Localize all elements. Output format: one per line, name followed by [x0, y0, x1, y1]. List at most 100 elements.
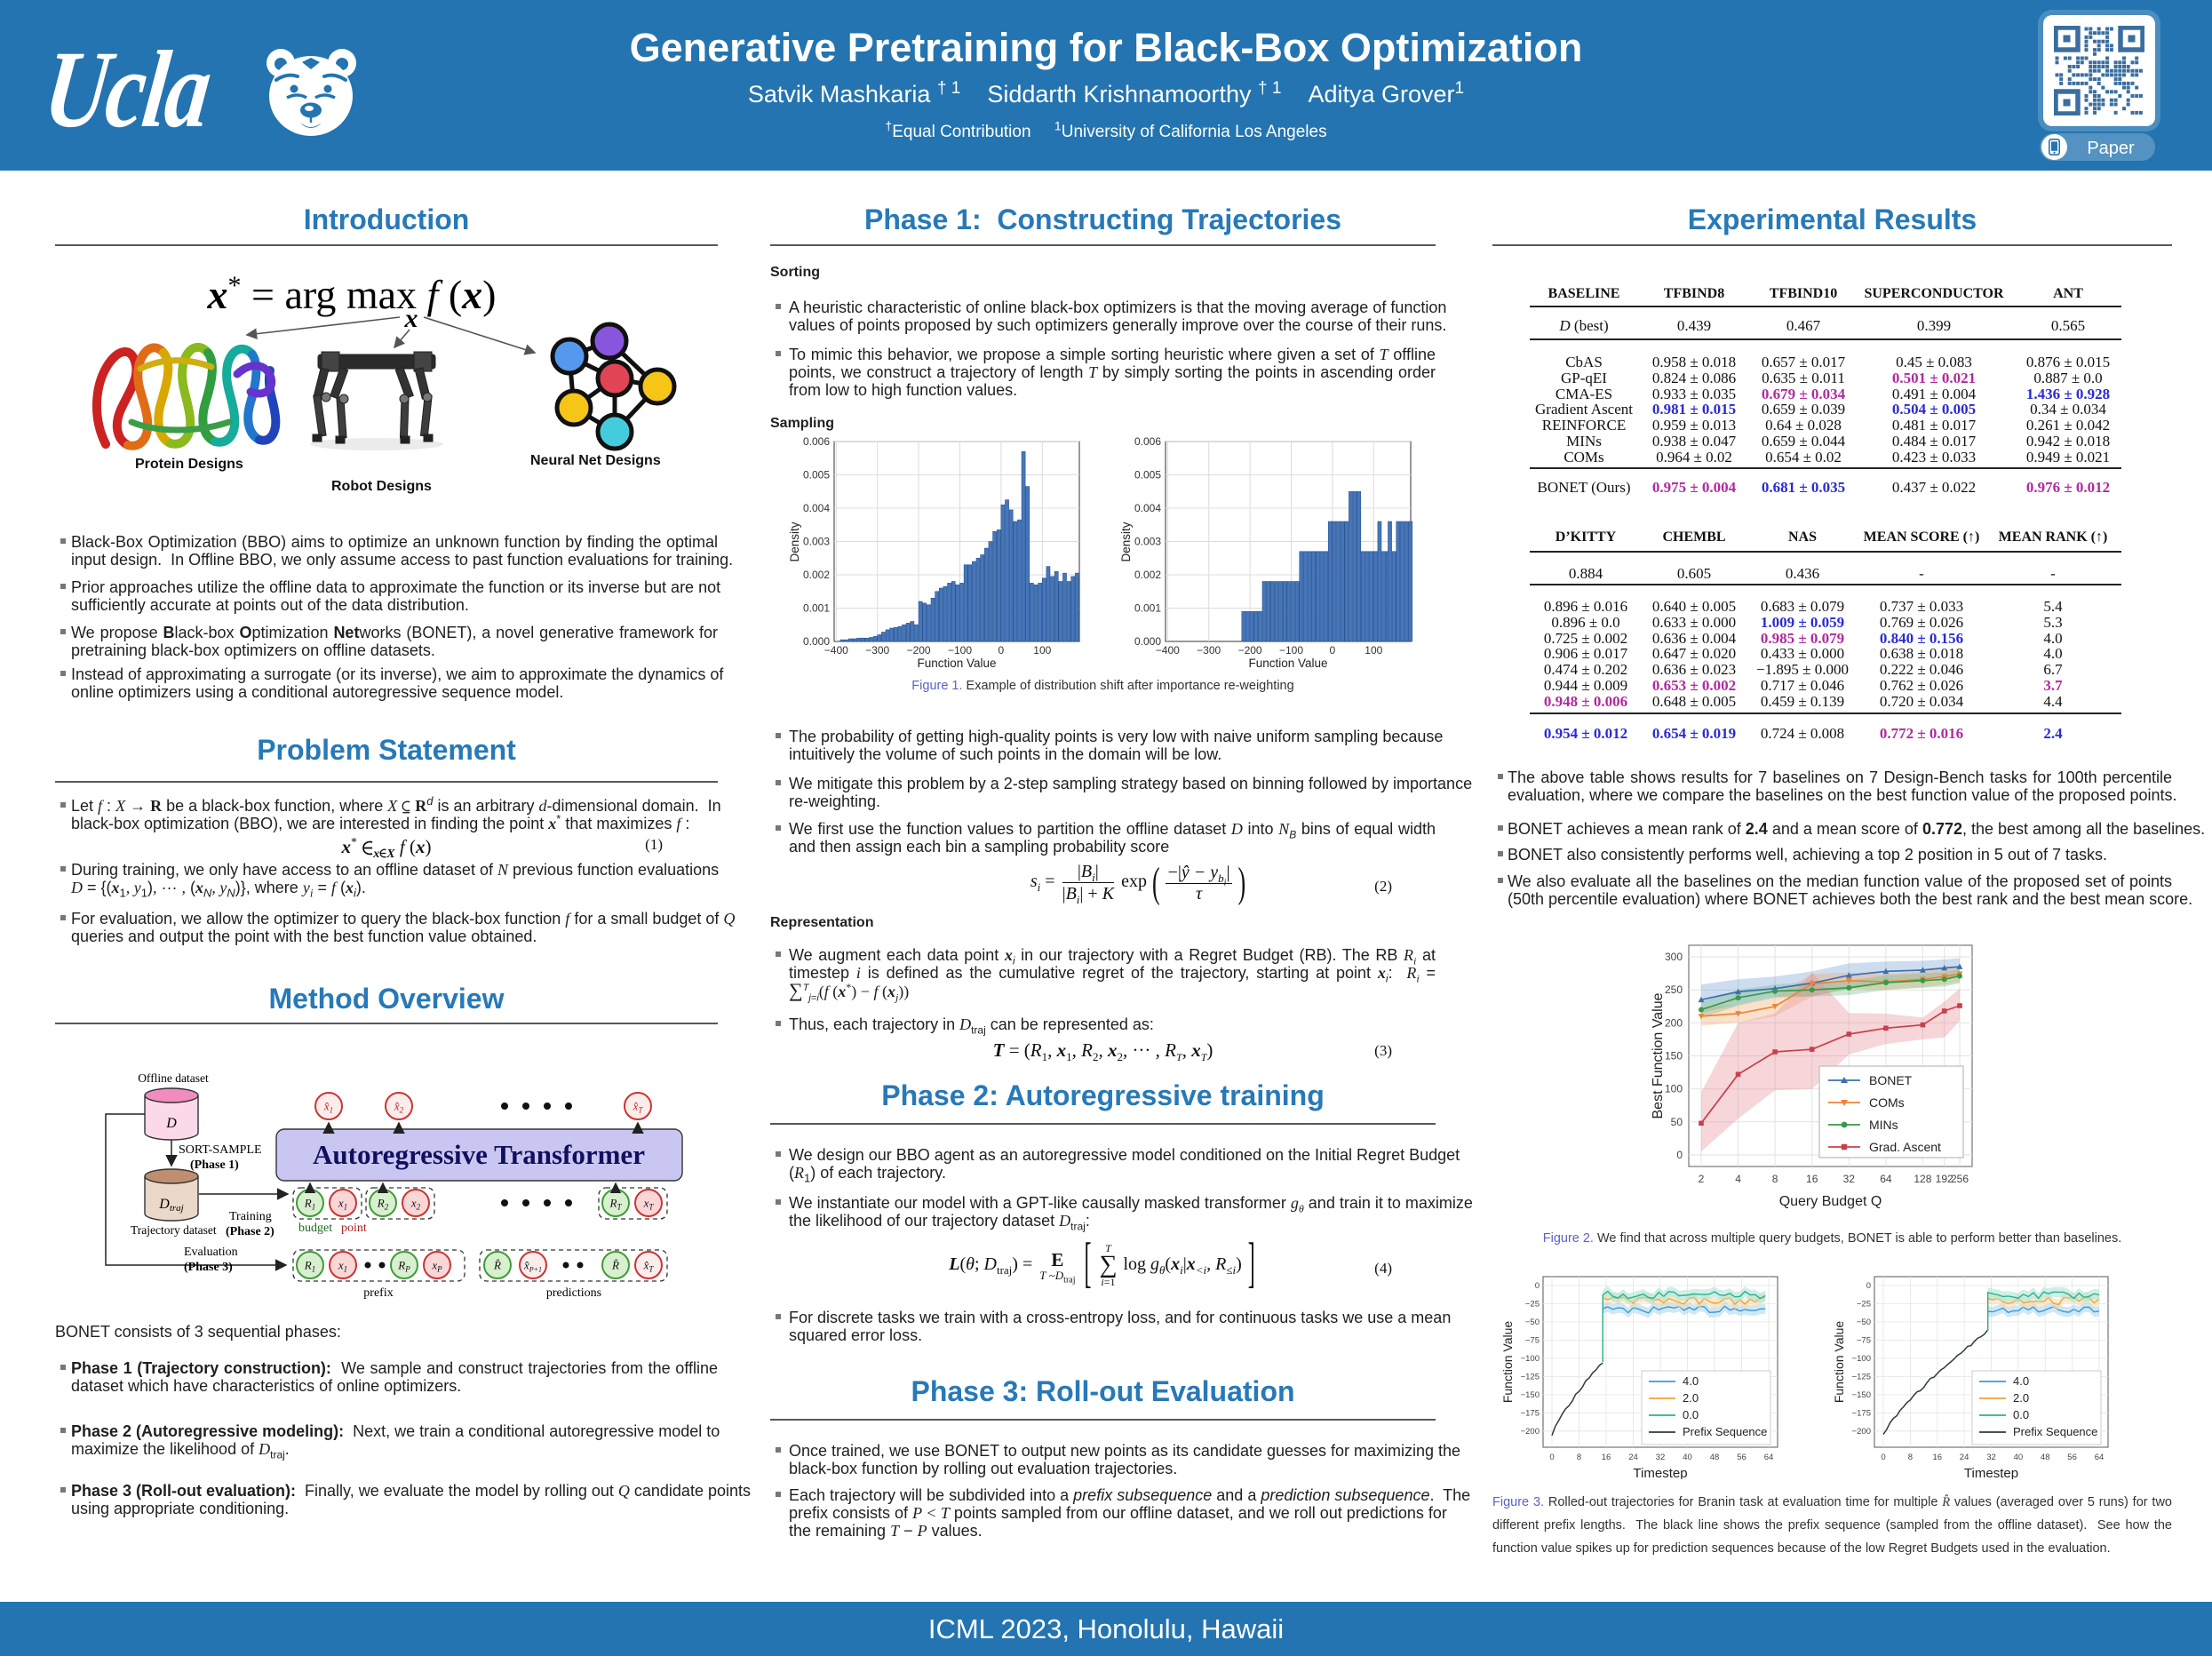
- svg-text:0.000: 0.000: [1134, 635, 1161, 648]
- svg-text:0: 0: [1549, 1453, 1554, 1462]
- svg-text:0.004: 0.004: [1134, 502, 1161, 514]
- svg-text:(Phase 3): (Phase 3): [184, 1261, 233, 1274]
- svg-text:x2: x2: [410, 1197, 421, 1212]
- svg-text:−100: −100: [1279, 644, 1303, 657]
- svg-text:−50: −50: [1525, 1318, 1540, 1327]
- svg-text:64: 64: [2095, 1453, 2105, 1462]
- svg-text:point: point: [341, 1222, 367, 1235]
- svg-text:48: 48: [2041, 1453, 2050, 1462]
- svg-text:−125: −125: [1521, 1372, 1540, 1381]
- svg-text:56: 56: [2067, 1453, 2077, 1462]
- svg-text:Timestep: Timestep: [1633, 1466, 1687, 1479]
- svg-text:−200: −200: [1238, 644, 1262, 657]
- svg-text:R̂: R̂: [611, 1259, 619, 1272]
- svg-text:x* = arg max f (x): x* = arg max f (x): [207, 271, 497, 317]
- svg-text:40: 40: [2014, 1453, 2024, 1462]
- svg-text:Neural Net Designs: Neural Net Designs: [530, 453, 661, 468]
- svg-text:0: 0: [1866, 1281, 1871, 1291]
- svg-text:Query Budget Q: Query Budget Q: [1779, 1194, 1882, 1209]
- svg-text:x: x: [404, 304, 418, 333]
- svg-text:−200: −200: [1521, 1427, 1540, 1437]
- svg-text:−100: −100: [1852, 1354, 1871, 1364]
- svg-text:−400: −400: [1156, 644, 1180, 657]
- svg-text:prefix: prefix: [363, 1286, 393, 1300]
- svg-text:250: 250: [1665, 983, 1683, 996]
- svg-text:16: 16: [1806, 1173, 1818, 1185]
- svg-text:0.001: 0.001: [803, 602, 830, 615]
- svg-text:56: 56: [1737, 1453, 1747, 1462]
- svg-text:0.0: 0.0: [2013, 1408, 2029, 1421]
- svg-text:−100: −100: [1521, 1354, 1540, 1364]
- svg-text:256: 256: [1951, 1173, 1969, 1185]
- svg-text:0: 0: [1330, 644, 1336, 657]
- svg-text:40: 40: [1683, 1453, 1692, 1462]
- svg-text:Trajectory dataset: Trajectory dataset: [131, 1223, 217, 1237]
- svg-text:16: 16: [1602, 1453, 1611, 1462]
- svg-text:192: 192: [1936, 1173, 1953, 1185]
- svg-text:−75: −75: [1857, 1335, 1871, 1345]
- svg-text:−200: −200: [1852, 1427, 1871, 1437]
- svg-text:−25: −25: [1525, 1300, 1540, 1310]
- svg-text:Evaluation: Evaluation: [184, 1246, 238, 1259]
- svg-text:48: 48: [1710, 1453, 1720, 1462]
- svg-text:64: 64: [1764, 1453, 1774, 1462]
- svg-text:100: 100: [1365, 644, 1382, 657]
- svg-text:x1: x1: [338, 1259, 347, 1274]
- svg-text:0.005: 0.005: [803, 469, 830, 482]
- svg-text:−400: −400: [824, 644, 848, 657]
- svg-text:2.0: 2.0: [1683, 1391, 1699, 1405]
- svg-text:150: 150: [1665, 1050, 1683, 1063]
- svg-text:Prefix Sequence: Prefix Sequence: [1683, 1425, 1767, 1438]
- svg-text:300: 300: [1665, 951, 1683, 963]
- svg-text:(Phase 2): (Phase 2): [226, 1225, 275, 1238]
- svg-text:Training: Training: [229, 1210, 272, 1223]
- svg-text:BONET: BONET: [1869, 1073, 1913, 1087]
- svg-text:4.0: 4.0: [1683, 1374, 1699, 1388]
- svg-text:Robot Designs: Robot Designs: [331, 479, 432, 494]
- svg-text:0.003: 0.003: [803, 536, 830, 548]
- svg-text:Function Value: Function Value: [1248, 657, 1327, 670]
- svg-text:200: 200: [1665, 1016, 1683, 1029]
- svg-text:Function Value: Function Value: [1500, 1321, 1515, 1404]
- svg-text:COMs: COMs: [1869, 1095, 1905, 1110]
- svg-text:64: 64: [1880, 1173, 1892, 1185]
- svg-text:0.006: 0.006: [1134, 435, 1161, 448]
- svg-text:0: 0: [1881, 1453, 1885, 1462]
- svg-text:−75: −75: [1525, 1335, 1540, 1345]
- svg-text:D: D: [165, 1116, 177, 1131]
- svg-text:Density: Density: [1119, 521, 1133, 561]
- svg-text:32: 32: [1843, 1173, 1856, 1185]
- svg-text:8: 8: [1772, 1173, 1778, 1185]
- svg-text:x1: x1: [338, 1197, 347, 1212]
- svg-text:Grad. Ascent: Grad. Ascent: [1869, 1140, 1941, 1154]
- svg-text:100: 100: [1033, 644, 1051, 657]
- svg-text:−300: −300: [1197, 644, 1221, 657]
- svg-text:24: 24: [1960, 1453, 1969, 1462]
- svg-text:−175: −175: [1521, 1408, 1540, 1418]
- svg-text:32: 32: [1986, 1453, 1996, 1462]
- svg-text:100: 100: [1665, 1083, 1683, 1095]
- svg-text:8: 8: [1577, 1453, 1581, 1462]
- svg-text:16: 16: [1933, 1453, 1943, 1462]
- svg-text:Protein Designs: Protein Designs: [135, 457, 243, 472]
- svg-text:−125: −125: [1852, 1372, 1871, 1381]
- svg-text:8: 8: [1908, 1453, 1913, 1462]
- svg-text:2.0: 2.0: [2013, 1391, 2029, 1405]
- svg-text:−300: −300: [865, 644, 889, 657]
- svg-text:32: 32: [1656, 1453, 1666, 1462]
- svg-text:SORT-SAMPLE: SORT-SAMPLE: [179, 1143, 262, 1157]
- svg-text:x̂1: x̂1: [323, 1100, 333, 1115]
- svg-text:Prefix Sequence: Prefix Sequence: [2013, 1425, 2097, 1438]
- svg-text:4: 4: [1735, 1173, 1741, 1185]
- svg-text:−150: −150: [1521, 1390, 1540, 1400]
- svg-text:0.003: 0.003: [1134, 536, 1161, 548]
- svg-text:0.001: 0.001: [1134, 602, 1161, 615]
- svg-text:0.002: 0.002: [803, 569, 830, 581]
- svg-text:Function Value: Function Value: [1832, 1321, 1846, 1404]
- svg-text:Timestep: Timestep: [1964, 1466, 2018, 1479]
- svg-text:R̂: R̂: [493, 1259, 501, 1272]
- svg-text:Autoregressive Transformer: Autoregressive Transformer: [313, 1139, 645, 1170]
- svg-text:predictions: predictions: [546, 1286, 601, 1300]
- svg-text:0.002: 0.002: [1134, 569, 1161, 581]
- svg-text:x̂2: x̂2: [394, 1100, 404, 1115]
